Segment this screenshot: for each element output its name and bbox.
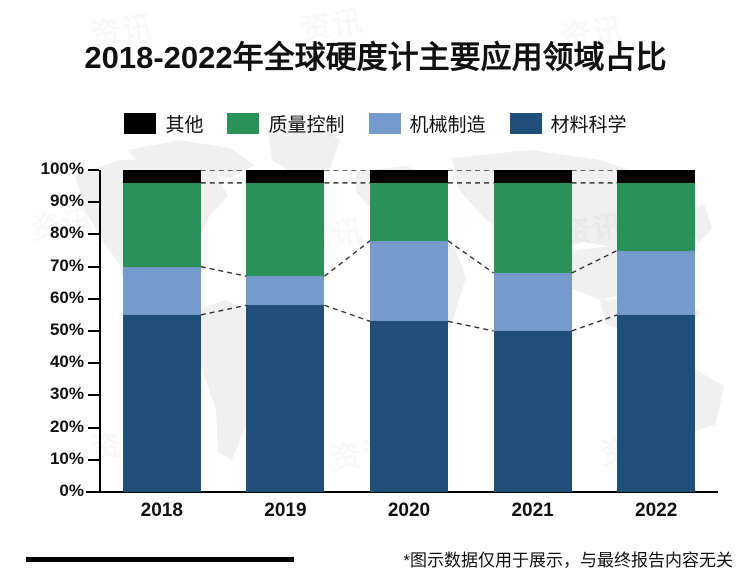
x-axis-label: 2021 [511,500,554,521]
y-axis-tick [88,394,99,397]
bar-segment[interactable] [493,273,572,331]
y-axis-tick [88,201,99,204]
y-axis-tick-label: 0% [59,481,84,500]
legend-swatch-quality-control [227,113,260,134]
x-axis-label: 2022 [635,500,678,521]
y-axis-tick-label: 20% [49,416,84,436]
bar-group[interactable] [370,170,448,492]
bar-segment[interactable] [493,331,572,492]
bar-segment[interactable] [122,182,201,267]
bar-group[interactable] [122,170,201,492]
y-axis-tick-label: 100% [40,159,84,178]
bar-group[interactable] [246,170,325,492]
legend-swatch-machinery [368,113,401,134]
bar-segment[interactable] [246,170,325,183]
x-axis-label: 2020 [387,500,431,521]
footer-divider [26,557,294,562]
y-axis-tick [88,265,99,268]
legend-item-machinery[interactable]: 机械制造 [368,110,486,137]
bar-segment[interactable] [370,170,448,183]
plot-area [100,170,718,492]
bar-group[interactable] [617,170,696,492]
bar-segment[interactable] [246,182,325,277]
bar-segment[interactable] [493,170,572,183]
bar-segment[interactable] [617,170,696,183]
legend-label-other: 其他 [165,115,204,136]
page-title: 2018-2022年全球硬度计主要应用领域占比 [84,40,667,75]
bar-segment[interactable] [493,182,572,274]
bar-group[interactable] [493,170,572,492]
x-axis-label: 2018 [140,500,183,521]
y-axis-tick [88,491,99,493]
bar-segment[interactable] [122,170,201,183]
legend-swatch-materials-science [509,113,542,134]
bar-segment[interactable] [370,321,448,492]
y-axis-tick-label: 80% [49,223,84,243]
footer-note: *图示数据仅用于展示，与最终报告内容无关 [403,551,733,570]
bar-segment[interactable] [370,240,448,322]
bar-segment[interactable] [617,250,696,315]
chart-legend: 其他 质量控制 机械制造 材料科学 [0,110,751,137]
y-axis-tick [88,233,99,236]
bar-segment[interactable] [246,305,325,492]
bar-segment[interactable] [122,314,201,492]
y-axis-tick [88,330,99,332]
y-axis-tick-label: 10% [49,448,84,468]
y-axis-tick-label: 40% [49,352,84,372]
y-axis-tick [88,362,99,365]
legend-swatch-other [124,113,157,134]
legend-label-machinery: 机械制造 [409,115,486,136]
y-axis-tick [88,426,99,429]
y-axis-tick-label: 60% [49,287,84,307]
bar-segment[interactable] [122,266,201,315]
bar-segment[interactable] [617,314,696,492]
legend-item-materials-science[interactable]: 材料科学 [509,110,627,137]
bar-segment[interactable] [246,276,325,306]
legend-item-other[interactable]: 其他 [124,110,203,137]
y-axis-tick-label: 70% [49,255,84,275]
y-axis-tick [88,297,99,300]
x-axis-label: 2019 [264,500,307,521]
legend-label-quality-control: 质量控制 [268,115,345,136]
y-axis-tick-label: 30% [49,384,84,404]
y-axis-tick-label: 90% [49,191,84,211]
y-axis-tick [88,458,99,461]
bar-segment[interactable] [617,182,696,251]
bar-segment[interactable] [370,182,448,241]
legend-label-materials-science: 材料科学 [550,115,627,136]
legend-item-quality-control[interactable]: 质量控制 [227,110,345,137]
y-axis-tick [88,169,99,171]
y-axis-tick-label: 50% [49,320,84,339]
